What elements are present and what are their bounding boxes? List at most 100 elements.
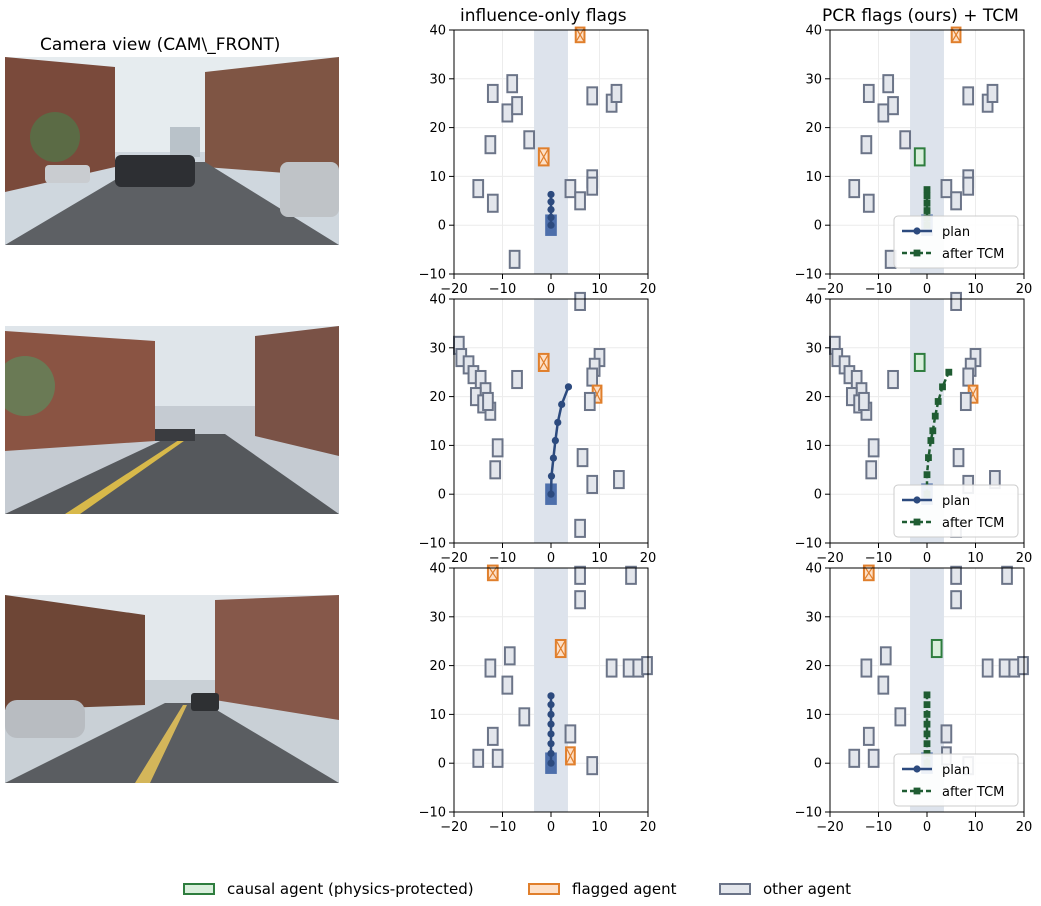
panel-r2-c1-ytick-label-2: 10 (429, 439, 446, 454)
panel-r2-c1-agent-17-other (583, 391, 596, 412)
panel-r3-c2-agent-8-other (981, 658, 994, 678)
panel-r3-c2-agent-4-box (930, 638, 943, 659)
panel-r1-c2-ytick-label-2: 10 (805, 170, 822, 185)
panel-r1-c2-traj-point-5 (923, 186, 931, 193)
panel-r1-c1-ytick-label-3: 20 (429, 121, 446, 136)
panel-r3-c1-xtick-label-0: −20 (440, 820, 467, 835)
panel-r1-c1-agent-4-other (511, 96, 523, 116)
panel-r1-c1-traj-point-1 (547, 213, 555, 221)
panel-r1-c1-agent-14-box (472, 179, 485, 199)
panel-r1-c1-xtick-label-0: −20 (440, 282, 467, 297)
panel-r1-c2-agent-4-other (887, 96, 899, 116)
panel-r3-c2-traj-point-5 (923, 711, 931, 718)
panel-r2-c1-agent-19-other (489, 460, 502, 480)
panel-r1-c2-legend-tcm-label: after TCM (942, 247, 1004, 262)
panel-r2-c1-agent-20-other (576, 448, 589, 468)
camera-column-title: Camera view (CAM\_FRONT) (40, 35, 281, 55)
panel-r3-c2-ytick-label-4: 30 (805, 610, 822, 625)
legend-causal-label: causal agent (physics-protected) (227, 880, 474, 898)
panel-r2-c1-ytick-label-0: −10 (419, 537, 446, 552)
panel-r3-c1-traj-point-3 (547, 730, 555, 738)
panel-r1-c2-xtick-label-3: 10 (967, 282, 984, 297)
panel-r3-c1-ytick-label-0: −10 (419, 806, 446, 821)
panel-r2-c1-traj-point-3 (551, 436, 559, 445)
panel-r1-c2-series-legend: plan after TCM (893, 215, 1019, 269)
panel-r1-c2-ytick-label-1: 0 (814, 219, 822, 234)
panel-r1-c2-xtick-label-1: −10 (865, 282, 892, 297)
panel-r2-c2-agent-0-box (950, 291, 962, 311)
panel-r1-c2-ytick-label-0: −10 (795, 268, 822, 283)
panel-r3-c2-xtick-label-3: 10 (967, 820, 984, 835)
panel-r3-c1-xtick-label-3: 10 (591, 820, 608, 835)
panel-r2-c1-traj-point-2 (549, 454, 558, 462)
panel-r3-c1-agent-2-box (625, 565, 637, 585)
panel-r3-c1-agent-15-box (491, 748, 504, 768)
panel-r3-c1-agent-3-box (574, 590, 586, 610)
panel-r3-c1-traj-point-5 (547, 710, 555, 719)
panel-r3-c2-agent-9-box (998, 658, 1011, 678)
camera-image-scene-1 (5, 57, 339, 245)
panel-r1-c2-agent-16-box (950, 191, 962, 211)
panel-r1-c1-traj-point-0 (547, 221, 555, 229)
panel-r2-c2-agent-17-other (959, 391, 972, 412)
panel-r3-c2-legend-tcm-marker (913, 787, 921, 795)
panel-r2-c2-ytick-label-5: 40 (805, 293, 822, 308)
panel-r3-c2-traj-point-4 (923, 720, 931, 728)
panel-r3-c1-agent-4-flagged (554, 638, 567, 659)
panel-r2-c1-xtick-label-1: −10 (489, 551, 516, 566)
panel-r1-c2-legend-tcm-marker (913, 249, 921, 257)
panel-r2-c1-lane-band (534, 299, 568, 543)
panel-r1-c2-ytick-label-4: 30 (805, 72, 822, 87)
panel-r3-c2-xtick-label-1: −10 (865, 820, 892, 835)
panel-r1-c1-agent-17-box (508, 249, 521, 269)
legend-other-swatch (719, 883, 751, 895)
panel-r1-c2-agent-1-box (862, 83, 875, 103)
panel-r2-c1-agent-11-box (511, 369, 523, 390)
panel-r2-c1-agent-12-cross-b (538, 353, 550, 372)
panel-r2-c1-agent-21-other (586, 474, 599, 494)
panel-r3-c1-traj-point-6 (547, 701, 555, 709)
panel-r2-c1-traj-point-0 (547, 490, 555, 498)
panel-r3-c1-agent-17-box (586, 756, 599, 776)
panel-r1-c1-ytick-label-4: 30 (429, 72, 446, 87)
panel-r3-c2-ytick-label-5: 40 (805, 562, 822, 577)
legend-causal-swatch (183, 883, 215, 895)
panel-r3-c1-agent-13-box (486, 726, 499, 746)
panel-r3-c1-xtick-label-1: −10 (489, 820, 516, 835)
panel-r2-c2-agent-19-box (865, 460, 878, 480)
panel-r3-c1-agent-11-box (641, 656, 653, 676)
panel-r3-c2-agent-15-box (867, 748, 880, 768)
panel-r3-c1-agent-9-box (622, 658, 635, 678)
panel-r2-c2-traj-point-3 (927, 437, 935, 444)
panel-r3-c2-xtick-label-4: 20 (1016, 820, 1033, 835)
legend-other: other agent (719, 880, 851, 898)
panel-r3-c2-agent-14-box (848, 748, 861, 768)
panel-r2-c1-agent-15-other (586, 367, 599, 387)
panel-r3-c1-ytick-label-1: 0 (438, 757, 446, 772)
panel-r2-c2-agent-15-box (962, 367, 975, 387)
panel-r2-c2-xtick-label-3: 10 (967, 551, 984, 566)
panel-r2-c2-agent-10-box (858, 391, 870, 412)
panel-r2-c2-agent-20-other (952, 448, 965, 468)
panel-r2-c2-trajectory (925, 371, 950, 495)
panel-r1-c2-agent-1-other (862, 83, 875, 103)
panel-r3-c1-agent-12-other (518, 707, 531, 727)
camera-image-scene-2 (5, 326, 339, 514)
panel-r2-c2-agent-19-other (865, 460, 878, 480)
panel-r2-c1-agent-12-flagged (537, 352, 550, 372)
panel-r3-c1-agent-7-box (501, 675, 514, 695)
panel-r2-c2-agent-17-box (959, 391, 972, 412)
panel-r3-c2-traj-point-2 (923, 740, 931, 748)
panel-r1-c1-traj-point-4 (547, 190, 555, 199)
panel-r2-c2-traj-point-5 (931, 412, 939, 420)
panel-r3-c2-agent-11-box (1017, 656, 1029, 676)
panel-r1-c1-ytick-label-5: 40 (429, 24, 446, 39)
panel-r3-c1-xtick-label-4: 20 (640, 820, 657, 835)
legend-causal: causal agent (physics-protected) (183, 880, 474, 898)
panel-r3-c2-agent-4-causal (930, 638, 943, 659)
panel-r3-c2-traj-point-1 (923, 750, 931, 757)
panel-r3-c2-agent-12-box (894, 707, 907, 727)
